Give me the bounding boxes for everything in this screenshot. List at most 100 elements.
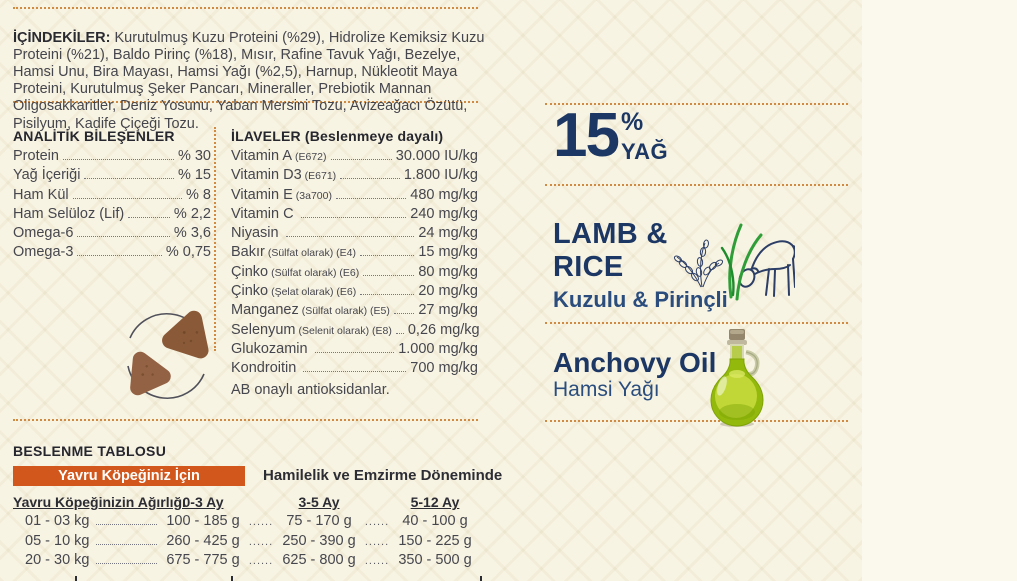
additive-row: Vitamin A (E672) 30.000 IU/kg [231,148,478,167]
row-label: Vitamin C [231,205,294,222]
row-value: % 15 [177,167,211,184]
dotted-leader [285,236,415,238]
row-value: 20 mg/kg [418,283,478,300]
ingredients-text: Kurutulmuş Kuzu Proteini (%29), Hidroliz… [13,29,485,132]
table-row-weight: 01 - 03 kg [13,513,163,529]
row-label: Ham Selüloz (Lif) [13,205,125,222]
dotted-divider [13,101,478,103]
row-label: Yağ İçeriği [13,167,81,184]
row-label: Çinko [231,263,269,280]
row-value: % 2,2 [173,205,211,222]
row-label: Selenyum [231,321,296,338]
dotted-leader [72,197,182,199]
dotted-leader [363,274,415,276]
antioxidants-note: AB onaylı antioksidanlar. [231,381,390,398]
row-sublabel: (Sülfat olarak) (E4) [267,247,356,260]
dotted-separator: ...... [364,535,390,548]
table-cell: 75 - 170 g [286,513,352,530]
row-sublabel: (Selenit olarak) (E8) [298,324,392,337]
additive-row: Selenyum (Selenit olarak) (E8) 0,26 mg/kg [231,321,480,341]
row-sublabel: (E671) [304,170,337,183]
flavor-subtitle: Kuzulu & Pirinçli [553,287,728,312]
row-sublabel: (Sülfat olarak) (E5) [301,305,390,318]
additives-list: Vitamin A (E672) 30.000 IU/kg Vitamin D3 (E… [231,148,480,398]
dotted-separator: ...... [364,516,390,529]
additive-row: Kondroitin 700 mg/kg [231,360,478,379]
dotted-leader [300,216,407,218]
pregnancy-header: Hamilelik ve Emzirme Döneminde [263,467,503,484]
row-value: 480 mg/kg [410,186,478,203]
dotted-divider [545,420,848,422]
feeding-table-title: BESLENME TABLOSU [13,443,167,459]
row-sublabel: (3a700) [295,189,332,202]
row-label: Çinko [231,283,269,300]
dotted-leader [330,159,392,160]
dotted-separator: ...... [248,555,274,568]
analytical-list: Protein % 30 Yağ İçeriği % 15 Ham Kül % 8 H… [13,148,211,264]
row-value: 24 mg/kg [418,225,478,242]
dotted-separator: ...... [364,555,390,568]
weight-value: 05 - 10 kg [25,532,90,549]
analytical-row: Omega-3 % 0,75 [13,244,211,263]
oil-bottle-illustration [706,328,768,428]
row-label: Vitamin A [231,148,292,164]
analytical-row: Yağ İçeriği % 15 [13,167,211,186]
kibble-icon [127,310,209,400]
row-value: % 8 [186,186,211,203]
dotted-divider [13,419,478,421]
dotted-leader [395,332,404,334]
row-value: 80 mg/kg [418,263,478,280]
table-cell: 260 - 425 g [166,532,240,549]
table-cell: 675 - 775 g [166,552,240,569]
lamb-rice-illustration [645,217,795,309]
table-row-weight: 20 - 30 kg [13,552,163,568]
col-header-5-12: 5-12 Ay [410,494,460,510]
dotted-divider [545,322,848,324]
row-label: Protein [13,148,59,164]
dotted-divider [545,103,848,105]
flavor-title-line2: RICE [553,251,624,283]
additive-row: Vitamin D3 (E671) 1.800 IU/kg [231,167,478,186]
dotted-leader [360,294,415,296]
fat-highlight: 15 % YAĞ [553,101,669,170]
row-label: Omega-3 [13,244,74,261]
flavor-highlight: LAMB & RICE Kuzulu & Pirinçli [553,218,728,313]
table-cell: 350 - 500 g [398,552,472,569]
analytical-row: Ham Selüloz (Lif) % 2,2 [13,206,211,225]
analytical-title: ANALİTİK BİLEŞENLER [13,128,175,144]
dotted-divider-vertical [214,127,216,351]
row-label: Kondroitin [231,360,297,377]
row-sublabel: (Sülfat olarak) (E6) [271,266,360,279]
row-label: Vitamin D3 [231,167,302,184]
additives-title: İLAVELER (Beslenmeye dayalı) [231,128,444,144]
dotted-leader [314,351,395,353]
dotted-leader [393,313,415,315]
dotted-leader [95,524,157,526]
dotted-separator: ...... [248,516,274,529]
row-label: Omega-6 [13,225,74,242]
dotted-leader [95,563,157,565]
additive-row: Çinko (Sülfat olarak) (E6) 80 mg/kg [231,264,478,283]
dotted-leader [95,543,157,545]
fat-number: 15 [553,101,620,170]
oil-highlight: Anchovy Oil Hamsi Yağı [553,348,716,402]
dotted-leader [77,255,162,257]
row-value: 240 mg/kg [410,205,478,222]
clipped-next-row-mark [231,576,233,581]
dotted-divider [13,7,478,9]
additive-row: Bakır (Sülfat olarak) (E4) 15 mg/kg [231,244,478,263]
dotted-leader [336,197,407,199]
analytical-row: Ham Kül % 8 [13,187,211,206]
fat-label: YAĞ [620,139,669,164]
weight-value: 20 - 30 kg [25,552,90,569]
oil-bottle-icon [710,329,764,427]
clipped-next-row-mark [480,576,482,581]
dotted-leader [84,178,174,180]
dotted-leader [77,236,170,238]
col-header-3-5: 3-5 Ay [298,494,340,510]
table-cell: 250 - 390 g [282,532,356,549]
analytical-row: Omega-6 % 3,6 [13,225,211,244]
feeding-table: Yavru Köpeğinizin Ağırlığı 0-3 Ay 3-5 Ay… [13,494,483,572]
additive-row: Çinko (Şelat olarak) (E6) 20 mg/kg [231,283,478,302]
row-label: Vitamin E [231,186,293,203]
